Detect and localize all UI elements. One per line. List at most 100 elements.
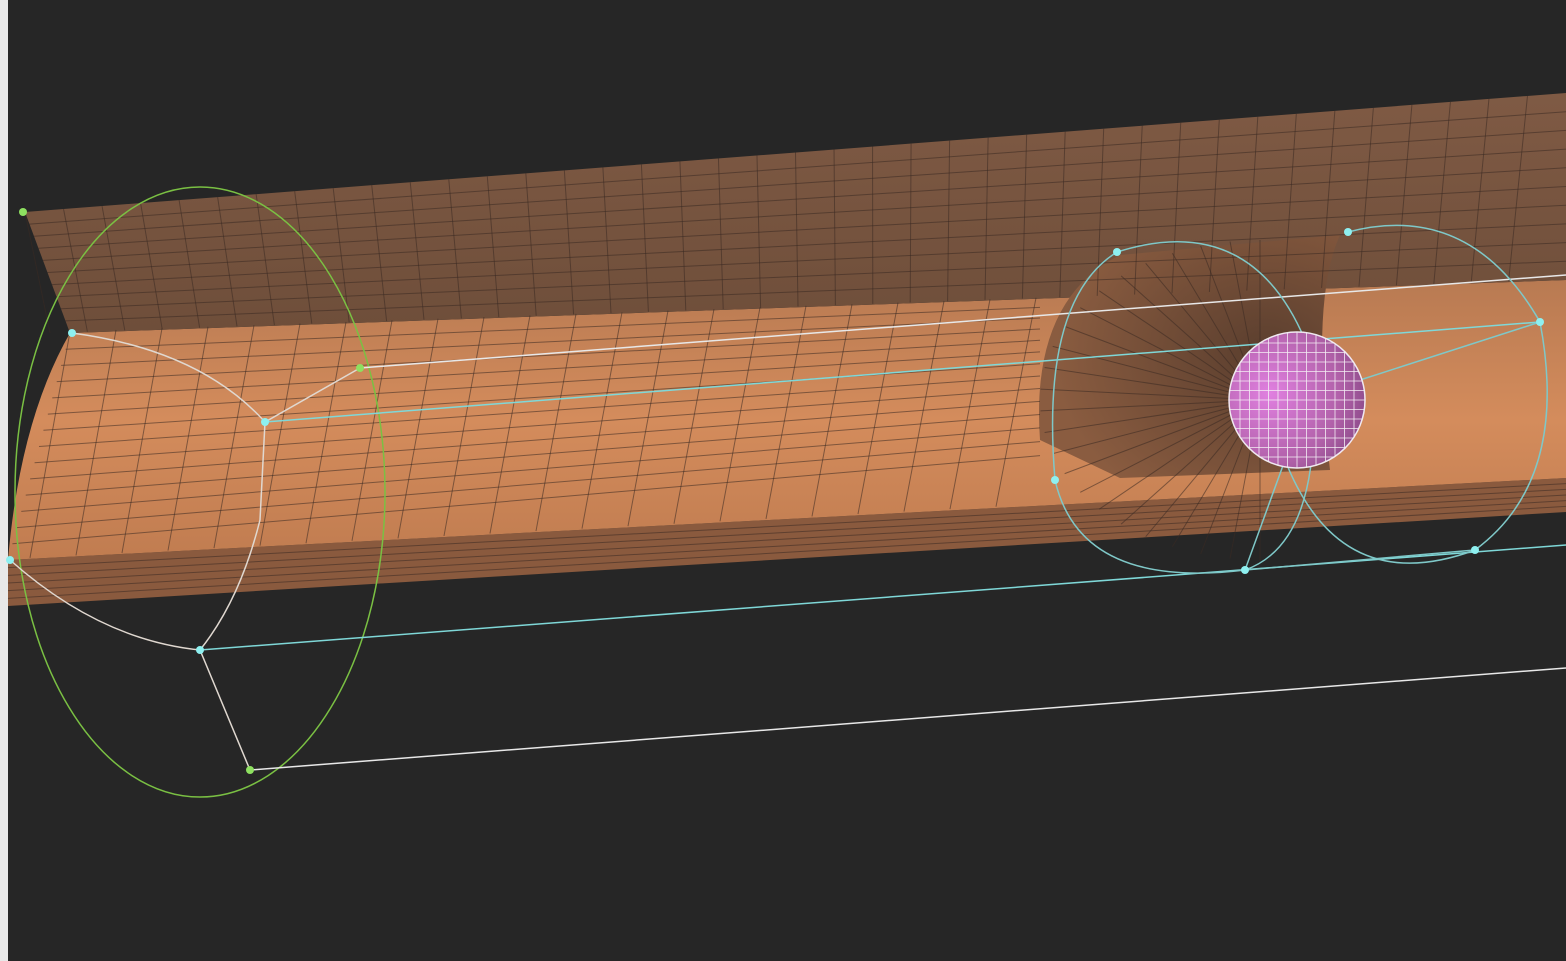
mesh-line xyxy=(34,388,1041,464)
vertex xyxy=(1536,318,1544,326)
mesh-line xyxy=(121,328,163,554)
mesh-line xyxy=(1052,399,1261,455)
vertex xyxy=(1051,476,1059,484)
mesh-line xyxy=(811,304,853,517)
mesh-line xyxy=(101,205,126,331)
mesh-line xyxy=(56,223,1566,298)
vertex xyxy=(19,208,27,216)
green-circle xyxy=(14,186,386,798)
vertex xyxy=(6,556,14,564)
mesh-line xyxy=(12,455,1041,545)
mesh-line xyxy=(1064,399,1261,475)
mesh-line xyxy=(259,323,301,546)
mesh-line xyxy=(7,494,1566,584)
mesh-line xyxy=(1171,122,1182,294)
mesh-line xyxy=(602,167,612,314)
mesh-line xyxy=(409,182,425,320)
mesh-line xyxy=(857,302,899,515)
vertices xyxy=(6,208,1544,774)
mesh-line xyxy=(489,315,531,534)
sphere-mesh xyxy=(1229,332,1365,468)
mesh-line xyxy=(679,161,687,311)
mesh-line xyxy=(640,164,649,312)
mesh-line xyxy=(60,242,1566,310)
mesh-line xyxy=(1059,131,1066,298)
cyan-circle xyxy=(1284,224,1548,564)
mesh-line xyxy=(7,483,1566,569)
mesh-line xyxy=(29,331,71,558)
mesh-line xyxy=(756,155,762,308)
mesh-line xyxy=(765,305,807,519)
mesh-line xyxy=(717,158,724,310)
cyan-edges xyxy=(1051,251,1541,571)
mesh-line xyxy=(443,317,485,537)
mesh-line xyxy=(995,297,1037,507)
mesh-line xyxy=(673,308,715,524)
mesh-line xyxy=(21,427,1041,512)
mesh-line xyxy=(984,137,989,300)
mesh-line xyxy=(178,200,201,328)
mesh-line xyxy=(1321,110,1336,288)
mesh-line xyxy=(1044,366,1261,401)
mesh-line xyxy=(56,328,1041,383)
mesh-line xyxy=(52,339,1041,399)
mesh-line xyxy=(29,111,1566,225)
mesh-lines xyxy=(7,95,1566,599)
vertex xyxy=(1344,228,1352,236)
mesh-line xyxy=(909,143,912,303)
mesh-line xyxy=(1433,101,1451,285)
mesh-line xyxy=(33,129,1566,237)
mesh-line xyxy=(217,197,238,327)
mesh-line xyxy=(30,400,1041,480)
mesh-line xyxy=(535,313,577,532)
vertex xyxy=(1471,546,1479,554)
vertex xyxy=(1113,248,1121,256)
mesh-line xyxy=(1395,104,1413,286)
mesh-line xyxy=(525,173,537,316)
mesh-line xyxy=(1021,134,1028,299)
bottom-face xyxy=(8,478,1566,606)
mesh-line xyxy=(1096,128,1105,296)
mesh-line xyxy=(719,307,761,522)
mesh-line xyxy=(627,310,669,527)
mesh-line xyxy=(947,140,951,302)
mesh-line xyxy=(7,500,1566,592)
mesh-line xyxy=(47,186,1566,273)
mesh-line xyxy=(167,326,209,551)
mesh-line xyxy=(24,211,51,334)
mesh-line xyxy=(332,188,350,323)
mesh-line xyxy=(1044,399,1261,434)
vertex xyxy=(356,364,364,372)
vertex xyxy=(196,646,204,654)
mesh-line xyxy=(795,152,799,307)
mesh-line xyxy=(1508,95,1528,282)
vertex xyxy=(68,329,76,337)
mesh-line xyxy=(397,318,439,539)
mesh-line xyxy=(486,176,500,318)
mesh-line xyxy=(65,260,1566,322)
mesh-line xyxy=(1064,325,1261,401)
edge-line xyxy=(359,274,1566,369)
left-border xyxy=(0,0,8,961)
edge-line xyxy=(249,667,1566,771)
mesh-line xyxy=(63,208,88,332)
mesh-line xyxy=(38,375,1041,447)
mesh-line xyxy=(7,505,1566,599)
mesh-line xyxy=(1358,107,1374,287)
mesh-line xyxy=(1283,113,1297,290)
mesh-line xyxy=(448,179,462,319)
mesh-line xyxy=(833,149,836,306)
block-edges xyxy=(9,332,361,771)
mesh-line xyxy=(305,321,347,544)
mesh-line xyxy=(65,306,1041,350)
mesh-line xyxy=(1040,388,1261,401)
mesh-line xyxy=(1470,98,1490,283)
mesh-line xyxy=(61,317,1041,366)
mesh-line xyxy=(1246,116,1259,291)
mesh-line xyxy=(47,351,1041,415)
mesh-line xyxy=(1040,399,1261,412)
mesh-line xyxy=(351,320,393,541)
mesh-line xyxy=(255,194,275,326)
